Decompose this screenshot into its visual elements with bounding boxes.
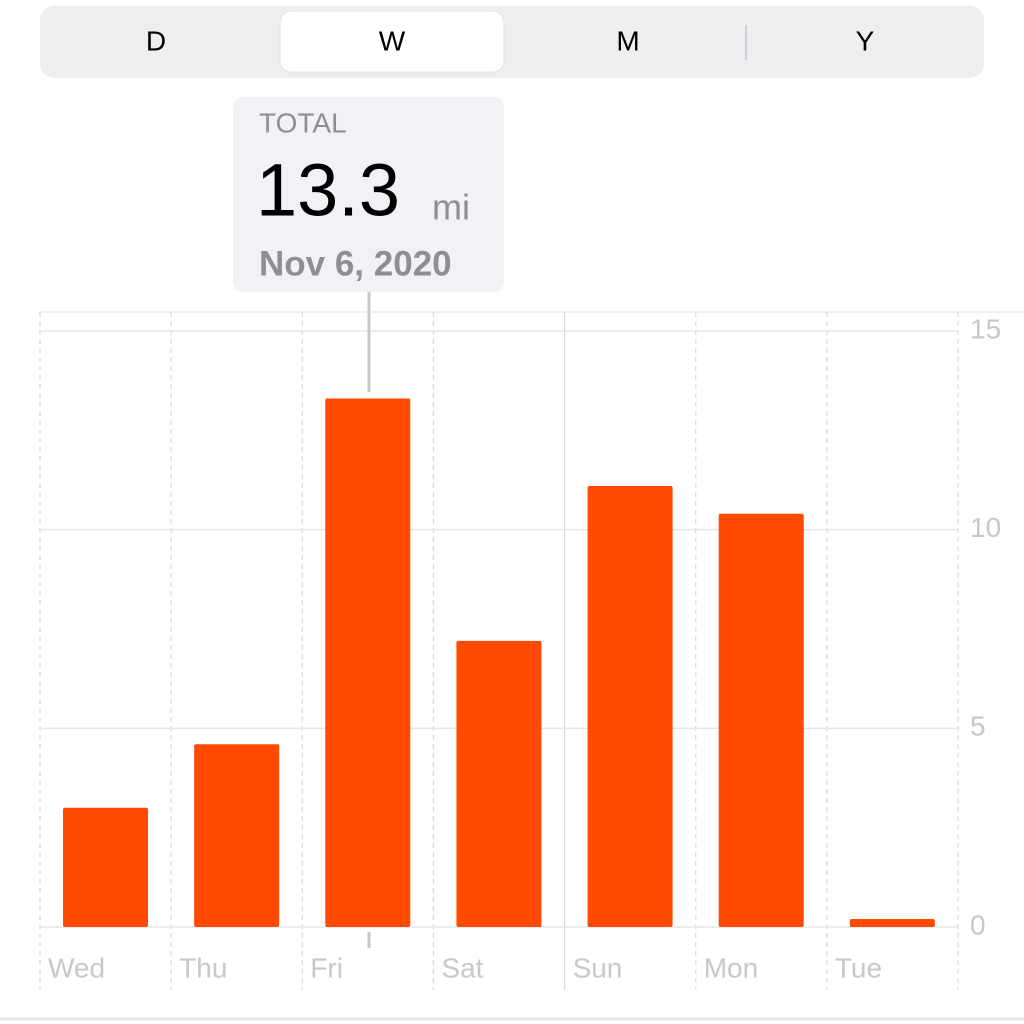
tooltip-unit: mi [432, 187, 470, 228]
bar [718, 513, 804, 927]
bar [849, 919, 935, 927]
segment-label[interactable]: D [146, 25, 166, 56]
x-tick-label: Sun [573, 952, 623, 983]
x-tick-label: Thu [179, 952, 227, 983]
x-tick-label: Mon [704, 952, 758, 983]
segment-label[interactable]: W [379, 25, 406, 56]
bar [194, 744, 280, 927]
y-tick-label: 0 [970, 909, 986, 940]
x-tick-label: Wed [48, 952, 105, 983]
segment-label[interactable]: M [616, 25, 639, 56]
segment-label[interactable]: Y [856, 25, 875, 56]
tooltip-label: TOTAL [259, 107, 347, 138]
x-tick-label: Fri [310, 952, 343, 983]
bar [325, 398, 411, 928]
segment-selected [279, 10, 505, 73]
y-tick-label: 5 [970, 711, 986, 742]
y-tick-label: 10 [970, 512, 1001, 543]
bar [63, 807, 148, 927]
tooltip-value: 13.3 [256, 149, 400, 232]
y-tick-label: 15 [970, 313, 1001, 344]
x-tick-label: Tue [835, 952, 882, 983]
bar [587, 485, 673, 927]
tooltip-date: Nov 6, 2020 [259, 244, 452, 283]
bar [456, 640, 542, 927]
tooltip [233, 97, 504, 292]
segmented-control [40, 6, 984, 78]
x-tick-label: Sat [441, 952, 483, 983]
